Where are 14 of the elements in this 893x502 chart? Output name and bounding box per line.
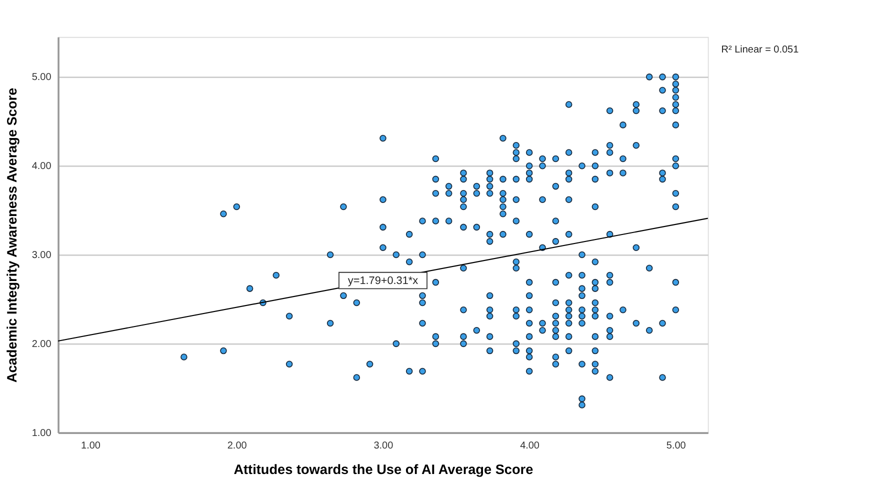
y-tick-label: 2.00 [32,338,52,350]
x-tick-label: 3.00 [374,440,394,452]
text: R² Linear = 0.051 [721,44,800,56]
x-tick-label: 2.00 [227,440,248,452]
y-tick-label: 5.00 [32,72,52,84]
x-tick-label: 4.00 [520,440,540,452]
y-tick-label: 4.00 [32,161,52,172]
x-axis-title: Attitudes towards the Use of AI Average Score [234,462,534,477]
x-tick-label: 1.00 [81,440,101,452]
x-tick-label: 5.00 [666,440,686,452]
y-tick-label: 1.00 [32,428,52,439]
y-axis-title: Academic Integrity Awareness Average Score [4,87,20,383]
annotation: y=1.79+0.31*x [348,275,419,288]
y-tick-label: 3.00 [32,250,52,261]
